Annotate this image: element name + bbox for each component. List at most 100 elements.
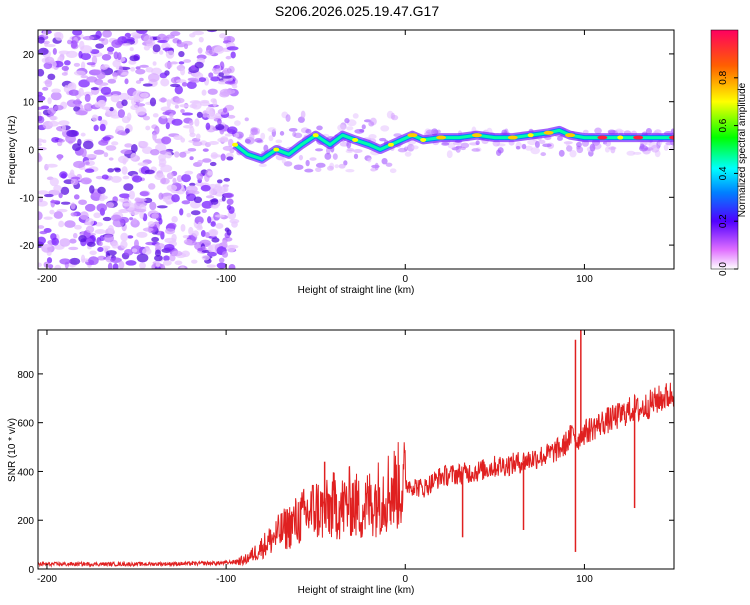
- spectrogram-noise-cell: [98, 38, 105, 42]
- spectrogram-scatter-cell: [404, 151, 412, 157]
- spectrogram-noise-cell: [139, 191, 149, 197]
- spectrogram-noise-cell: [50, 91, 62, 101]
- spectrogram-noise-cell: [142, 83, 153, 87]
- spectrogram-noise-cell: [143, 45, 151, 51]
- spectrogram-noise-cell: [142, 227, 154, 232]
- spectrogram-noise-cell: [93, 212, 101, 219]
- spectrogram-noise-cell: [91, 114, 99, 122]
- spectrogram-noise-cell: [136, 30, 148, 34]
- spectrogram-noise-cell: [214, 185, 222, 192]
- spectrogram-scatter-cell: [346, 148, 355, 152]
- spectrogram-noise-cell: [190, 79, 200, 83]
- spectrogram-noise-cell: [71, 176, 81, 180]
- spectrogram-noise-cell: [57, 154, 62, 161]
- spectrogram-noise-cell: [152, 113, 159, 118]
- spectrogram-noise-cell: [110, 214, 122, 222]
- spectrogram-noise-cell: [223, 192, 234, 199]
- spectrogram-noise-cell: [127, 96, 134, 101]
- spectrogram-noise-cell: [205, 122, 211, 131]
- spectrogram-x-ticks: -200 -100 0 100: [37, 30, 593, 285]
- colorbar-tick-label: 0.8: [718, 70, 729, 84]
- spectrogram-noise-cell: [227, 114, 236, 119]
- spectrogram-hotspot: [232, 142, 239, 147]
- spectrogram-noise-cell: [159, 263, 166, 269]
- spectrogram-noise-cell: [84, 168, 95, 173]
- spectrogram-noise-cell: [160, 78, 170, 87]
- spectrogram-scatter-cell: [425, 129, 436, 135]
- spectrogram-noise-cell: [213, 46, 225, 54]
- spectrogram-noise-cell: [158, 192, 164, 200]
- spectrogram-noise-cell: [78, 79, 90, 88]
- spectrogram-noise-cell: [112, 59, 121, 68]
- spectrogram-scatter-cell: [582, 129, 589, 134]
- spectrogram-scatter-cell: [370, 167, 377, 172]
- spectrogram-scatter-cell: [608, 146, 617, 150]
- spectrogram-scatter-cell: [316, 125, 323, 131]
- spectrogram-hotspot: [617, 135, 624, 140]
- spectrogram-noise-cell: [38, 190, 49, 195]
- spectrogram-noise-cell: [38, 111, 42, 117]
- spectrogram-noise-cell: [80, 61, 86, 70]
- snr-y-tick-label: 400: [17, 467, 34, 478]
- colorbar-tick-label: 0.0: [718, 262, 729, 276]
- spectrogram-noise-cell: [152, 61, 157, 66]
- spectrogram-noise-cell: [58, 50, 70, 55]
- spectrogram-scatter-cell: [281, 157, 286, 164]
- spectrogram-scatter-cell: [324, 152, 332, 160]
- spectrogram-noise-cell: [38, 153, 42, 162]
- spectrogram-noise-cell: [129, 47, 134, 52]
- spectrogram-noise-cell: [215, 123, 225, 131]
- spectrogram-scatter-cell: [234, 132, 240, 138]
- spectrogram-noise-cell: [82, 35, 95, 41]
- spectrogram-noise-cell: [164, 152, 172, 159]
- spectrogram-noise-cell: [121, 99, 128, 107]
- spectrogram-noise-cell: [103, 234, 115, 243]
- spectrogram-noise-cell: [68, 246, 79, 251]
- spectrogram-noise-cell: [66, 39, 72, 45]
- spectrogram-noise-cell: [227, 126, 238, 135]
- spectrogram-noise-cell: [89, 185, 95, 194]
- spectrogram-y-tick-label: -10: [20, 193, 35, 204]
- spectrogram-noise-cell: [79, 211, 89, 220]
- spectrogram-noise-cell: [131, 98, 137, 106]
- spectrogram-noise-cell: [185, 185, 198, 193]
- spectrogram-scatter-cell: [363, 119, 372, 123]
- spectrogram-scatter-cell: [352, 149, 363, 153]
- spectrogram-noise-cell: [158, 97, 168, 103]
- spectrogram-noise-cell: [38, 142, 43, 147]
- snr-marks: [38, 330, 674, 568]
- spectrogram-x-tick-label: 100: [576, 274, 593, 285]
- spectrogram-noise-cell: [158, 158, 167, 166]
- spectrogram-noise-cell: [99, 123, 106, 132]
- spectrogram-hotspot: [387, 142, 394, 147]
- spectrogram-scatter-cell: [368, 134, 377, 140]
- spectrogram-noise-cell: [78, 87, 84, 97]
- spectrogram-noise-cell: [218, 72, 225, 77]
- spectrogram-noise-cell: [223, 89, 236, 95]
- spectrogram-noise-cell: [162, 260, 172, 266]
- spectrogram-noise-cell: [149, 97, 157, 107]
- spectrogram-y-tick-label: 20: [23, 50, 35, 61]
- spectrogram-noise-cell: [111, 141, 119, 146]
- spectrogram-scatter-cell: [305, 159, 310, 167]
- spectrogram-noise-cell: [89, 49, 100, 55]
- spectrogram-noise-cell: [209, 161, 217, 167]
- spectrogram-noise-cell: [122, 175, 130, 180]
- spectrogram-noise-cell: [44, 56, 55, 64]
- spectrogram-scatter-cell: [521, 143, 527, 150]
- spectrogram-noise-cell: [95, 175, 104, 180]
- spectrogram-hotspot: [471, 133, 482, 138]
- spectrogram-noise-cell: [180, 137, 186, 143]
- spectrogram-noise-cell: [189, 132, 196, 138]
- spectrogram-noise-cell: [161, 136, 172, 145]
- spectrogram-noise-cell: [142, 247, 152, 256]
- spectrogram-scatter-cell: [391, 114, 399, 121]
- spectrogram-noise-cell: [101, 174, 109, 180]
- spectrogram-noise-cell: [86, 76, 98, 83]
- spectrogram-scatter-cell: [338, 163, 346, 169]
- spectrogram-noise-cell: [181, 200, 191, 205]
- spectrogram-scatter-cell: [244, 117, 249, 122]
- spectrogram-noise-cell: [110, 257, 122, 263]
- spectrogram-noise-cell: [207, 170, 213, 176]
- spectrogram-noise-cell: [181, 82, 188, 87]
